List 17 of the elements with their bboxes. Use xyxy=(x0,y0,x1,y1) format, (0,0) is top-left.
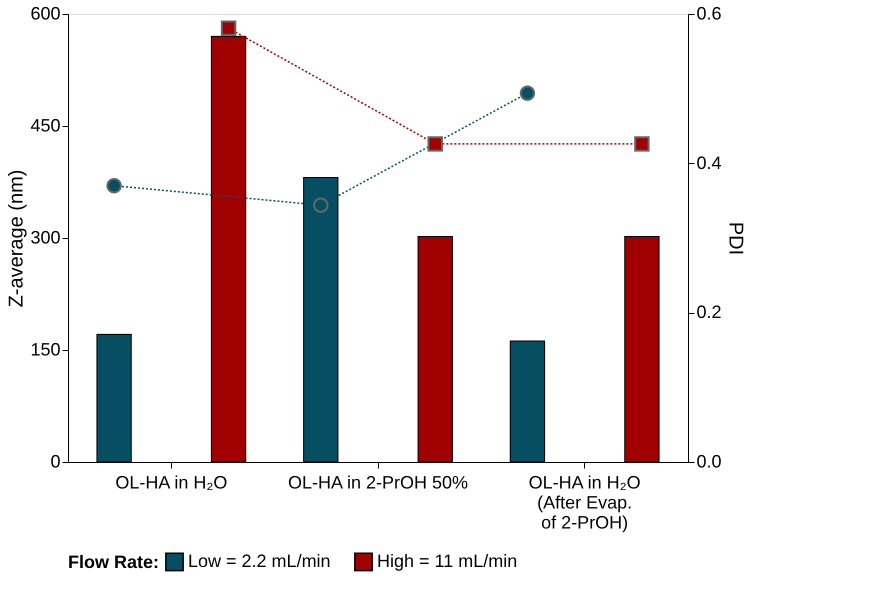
x-tick-label: OL-HA in 2-PrOH 50% xyxy=(288,472,468,492)
y2-tick-label: 0.0 xyxy=(696,452,722,472)
y2-tick-label: 0.6 xyxy=(696,4,722,24)
y-tick-label: 450 xyxy=(30,116,60,136)
y-tick-label: 600 xyxy=(30,4,60,24)
y2-axis-title: PDI xyxy=(724,222,747,256)
x-tick-label: OL-HA in H₂O (After Evap. of 2-PrOH) xyxy=(528,472,641,532)
legend-label: High = 11 mL/min xyxy=(377,550,518,571)
y2-tick-label: 0.4 xyxy=(696,152,722,173)
y-tick-label: 0 xyxy=(50,452,60,472)
y-tick-label: 300 xyxy=(30,228,60,248)
legend-title: Flow Rate: xyxy=(68,552,160,572)
legend-label: Low = 2.2 mL/min xyxy=(188,550,331,571)
y2-tick-label: 0.2 xyxy=(696,302,722,322)
y-axis-title: Z-average (nm) xyxy=(5,170,28,308)
y-tick-label: 150 xyxy=(30,340,60,360)
x-tick-label: OL-HA in H₂O xyxy=(115,472,228,492)
